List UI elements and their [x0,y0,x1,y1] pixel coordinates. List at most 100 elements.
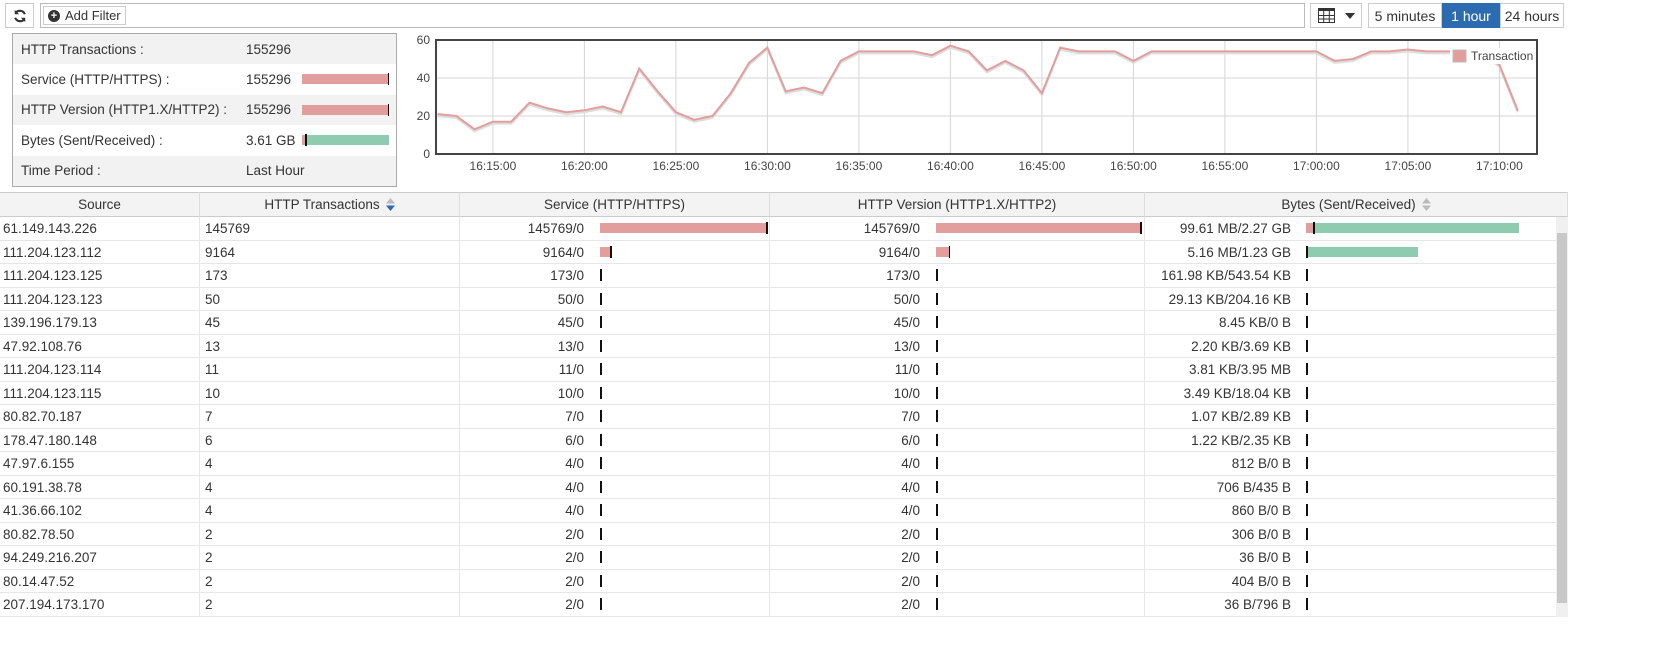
cell-bytes: 1.07 KB/2.89 KB [1145,405,1556,429]
header-http-transactions[interactable]: HTTP Transactions [200,192,460,217]
cell-service: 50/0 [460,287,770,311]
table-icon [1317,8,1335,23]
legend-label: Transaction [1471,49,1533,63]
cell-version: 2/0 [770,546,1145,570]
x-tick-label: 16:25:00 [653,159,700,173]
table-row[interactable]: 80.82.78.50 2 2/0 2/0 306 B/0 B [0,522,1556,546]
cell-service: 4/0 [460,475,770,499]
summary-value: Last Hour [246,163,305,179]
table-row[interactable]: 80.14.47.52 2 2/0 2/0 404 B/0 B [0,569,1556,593]
summary-row-version: HTTP Version (HTTP1.X/HTTP2) : 155296 [13,94,396,126]
data-point [858,50,860,53]
bytes-bar [302,134,389,147]
table-row[interactable]: 60.191.38.78 4 4/0 4/0 706 B/435 B [0,475,1556,499]
cell-service: 4/0 [460,452,770,476]
cell-service: 2/0 [460,522,770,546]
cell-version: 145769/0 [770,217,1145,241]
cell-transactions: 4 [200,499,460,523]
table-row[interactable]: 47.92.108.76 13 13/0 13/0 2.20 KB/3.69 K… [0,334,1556,358]
service-value: 4/0 [565,456,584,471]
service-value: 50/0 [557,291,584,307]
cell-source: 178.47.180.148 [0,428,200,452]
plot-frame [435,39,1538,155]
summary-label: HTTP Transactions : [21,41,144,57]
data-point [1096,50,1098,53]
table-row[interactable]: 80.82.70.187 7 7/0 7/0 1.07 KB/2.89 KB [0,405,1556,429]
data-point [1187,50,1190,53]
data-point [473,128,476,131]
data-point [1443,50,1446,53]
bytes-value: 161.98 KB/543.54 KB [1161,268,1291,283]
cell-bytes: 3.81 KB/3.95 MB [1145,358,1556,382]
table-scrollbar[interactable] [1556,217,1568,617]
cell-source: 60.191.38.78 [0,475,200,499]
y-tick-label: 20 [417,109,431,123]
summary-value: 3.61 GB [246,132,296,148]
time-5-minutes-button[interactable]: 5 minutes [1368,3,1442,28]
data-point [1150,50,1153,53]
table-row[interactable]: 61.149.143.226 145769 145769/0 145769/0 … [0,217,1556,241]
data-point [894,50,897,53]
cell-source: 41.36.66.102 [0,499,200,523]
cell-service: 45/0 [460,311,770,335]
version-bar [302,103,389,116]
cell-source: 80.14.47.52 [0,569,200,593]
data-point [1004,60,1007,62]
x-tick-label: 16:35:00 [836,159,883,173]
table-row[interactable]: 139.196.179.13 45 45/0 45/0 8.45 KB/0 B [0,311,1556,335]
table-row[interactable]: 207.194.173.170 2 2/0 2/0 36 B/796 B [0,593,1556,617]
cell-source: 80.82.78.50 [0,522,200,546]
data-point [1407,48,1409,51]
header-http-version[interactable]: HTTP Version (HTTP1.X/HTTP2) [770,192,1145,217]
cell-version: 10/0 [770,381,1145,405]
view-options-dropdown[interactable] [1310,3,1362,28]
cell-transactions: 10 [200,381,460,405]
summary-label: Bytes (Sent/Received) : [21,132,163,148]
cell-source: 111.204.123.112 [0,240,200,264]
time-1-hour-button[interactable]: 1 hour [1442,3,1500,28]
cell-transactions: 4 [200,475,460,499]
cell-version: 13/0 [770,334,1145,358]
table-row[interactable]: 111.204.123.114 11 11/0 11/0 3.81 KB/3.9… [0,358,1556,382]
time-24-hours-button[interactable]: 24 hours [1500,3,1564,28]
header-source[interactable]: Source [0,192,200,217]
scrollbar-thumb[interactable] [1557,233,1567,603]
version-value: 4/0 [901,479,920,495]
service-value: 11/0 [558,362,584,377]
service-value: 45/0 [557,315,584,330]
data-point [931,54,933,56]
data-point [620,111,622,113]
header-bytes[interactable]: Bytes (Sent/Received) [1145,192,1568,217]
table-row[interactable]: 94.249.216.207 2 2/0 2/0 36 B/0 B [0,546,1556,570]
summary-row-service: Service (HTTP/HTTPS) : 155296 [13,64,396,94]
sort-desc-icon[interactable] [385,198,395,211]
cell-source: 94.249.216.207 [0,546,200,570]
table-row[interactable]: 47.97.6.155 4 4/0 4/0 812 B/0 B [0,452,1556,476]
sort-icon[interactable] [1421,198,1431,211]
version-value: 173/0 [886,268,920,283]
service-value: 2/0 [565,550,584,565]
table-row[interactable]: 111.204.123.112 9164 9164/0 9164/0 5.16 … [0,240,1556,265]
summary-value: 155296 [246,41,292,57]
table-row[interactable]: 178.47.180.148 6 6/0 6/0 1.22 KB/2.35 KB [0,428,1556,452]
cell-bytes: 5.16 MB/1.23 GB [1145,241,1556,265]
filter-bar[interactable]: + Add Filter [40,3,1305,28]
table-row[interactable]: 41.36.66.102 4 4/0 4/0 860 B/0 B [0,499,1556,523]
version-value: 2/0 [901,597,920,612]
bytes-value: 306 B/0 B [1231,526,1291,542]
legend-swatch [1452,49,1467,63]
refresh-button[interactable] [5,3,34,28]
add-filter-button[interactable]: + Add Filter [43,6,126,25]
table-row[interactable]: 111.204.123.123 50 50/0 50/0 29.13 KB/20… [0,287,1556,311]
data-point [437,113,439,115]
table-row[interactable]: 111.204.123.115 10 10/0 10/0 3.49 KB/18.… [0,381,1556,406]
data-point [693,119,695,121]
data-point [547,107,549,110]
data-point [1315,50,1318,53]
service-value: 13/0 [557,338,584,354]
header-service[interactable]: Service (HTTP/HTTPS) [460,192,770,217]
y-tick-label: 60 [417,33,431,47]
cell-bytes: 3.49 KB/18.04 KB [1145,382,1556,406]
cell-bytes: 812 B/0 B [1145,452,1556,476]
table-row[interactable]: 111.204.123.125 173 173/0 173/0 161.98 K… [0,264,1556,288]
